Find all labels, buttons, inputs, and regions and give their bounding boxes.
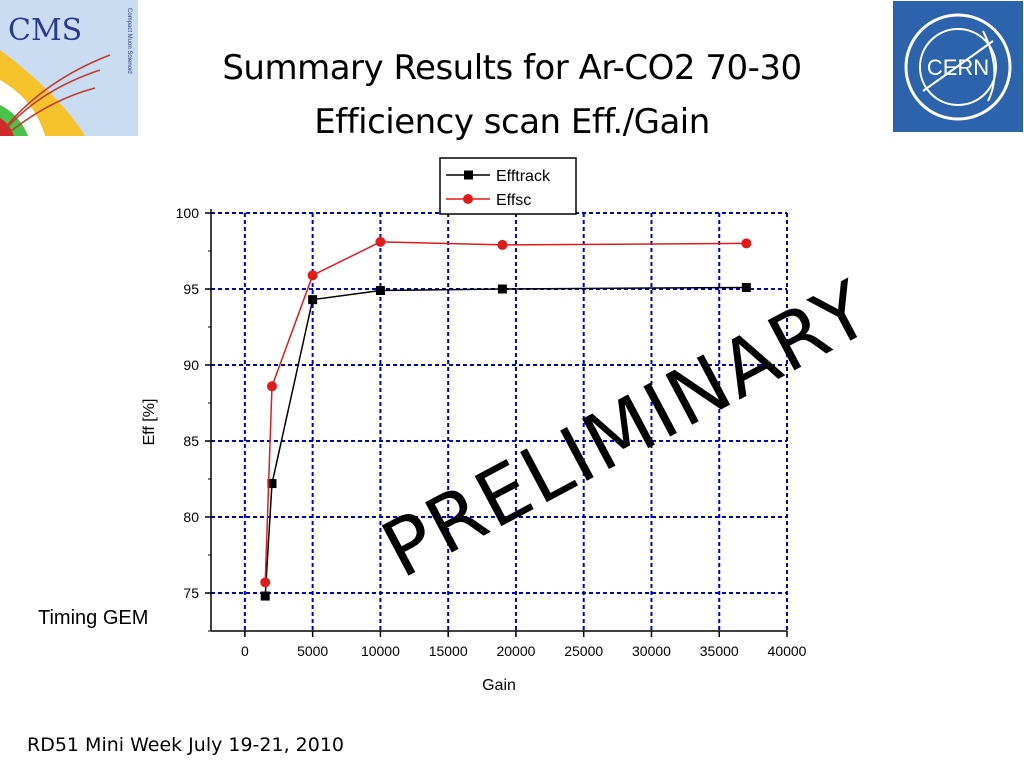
y-tick-label: 95 bbox=[183, 281, 199, 297]
series-line-effsc bbox=[264, 241, 747, 583]
legend-label-efftrack: Efftrack bbox=[496, 168, 551, 185]
y-tick-label: 100 bbox=[176, 205, 200, 221]
legend-box bbox=[439, 157, 577, 215]
x-tick-label: 25000 bbox=[564, 643, 603, 659]
y-tick-label: 80 bbox=[183, 509, 199, 525]
data-point-efftrack bbox=[260, 591, 270, 601]
page-title-line-1: Summary Results for Ar-CO2 70-30 bbox=[222, 48, 802, 88]
y-tick-label: 90 bbox=[183, 357, 199, 373]
x-tick-label: 20000 bbox=[496, 643, 535, 659]
page-title-line-2: Efficiency scan Eff./Gain bbox=[314, 102, 710, 142]
y-tick-label: 75 bbox=[183, 585, 199, 601]
x-tick-label: 10000 bbox=[361, 643, 400, 659]
series-line-efftrack bbox=[264, 286, 747, 597]
x-tick-label: 5000 bbox=[297, 643, 328, 659]
y-axis-label: Eff [%] bbox=[141, 399, 158, 446]
data-point-effsc bbox=[260, 577, 271, 588]
x-tick-label: 40000 bbox=[768, 643, 807, 659]
svg-text:CMS: CMS bbox=[8, 13, 82, 48]
cern-logo-icon: CERN bbox=[893, 1, 1023, 132]
footer-text: RD51 Mini Week July 19-21, 2010 bbox=[27, 734, 345, 756]
x-axis-label: Gain bbox=[482, 677, 516, 694]
y-tick-label: 85 bbox=[183, 433, 199, 449]
x-tick-label: 15000 bbox=[429, 643, 468, 659]
data-point-efftrack bbox=[741, 282, 751, 292]
svg-text:CERN: CERN bbox=[927, 55, 989, 80]
legend-marker-effsc bbox=[463, 194, 473, 204]
data-point-efftrack bbox=[375, 286, 385, 296]
data-point-efftrack bbox=[267, 479, 277, 489]
data-point-effsc bbox=[307, 270, 318, 281]
cms-logo-icon: CMS Compact Muon Solenoid bbox=[0, 0, 138, 136]
data-point-effsc bbox=[375, 236, 386, 247]
legend-marker-efftrack bbox=[464, 170, 473, 180]
data-point-effsc bbox=[741, 238, 752, 249]
data-point-efftrack bbox=[497, 284, 507, 294]
svg-text:Compact Muon Solenoid: Compact Muon Solenoid bbox=[126, 8, 132, 74]
data-point-efftrack bbox=[308, 295, 318, 305]
x-tick-label: 30000 bbox=[632, 643, 671, 659]
legend-label-effsc: Effsc bbox=[496, 192, 531, 209]
data-point-effsc bbox=[266, 381, 277, 392]
detector-label: Timing GEM bbox=[38, 607, 149, 629]
efficiency-chart: 75 80 85 90 95 100 0 5000 10000 15000 20000 25000 30… bbox=[141, 157, 807, 694]
data-point-effsc bbox=[497, 239, 508, 250]
x-tick-label: 35000 bbox=[700, 643, 739, 659]
x-tick-label: 0 bbox=[241, 643, 249, 659]
